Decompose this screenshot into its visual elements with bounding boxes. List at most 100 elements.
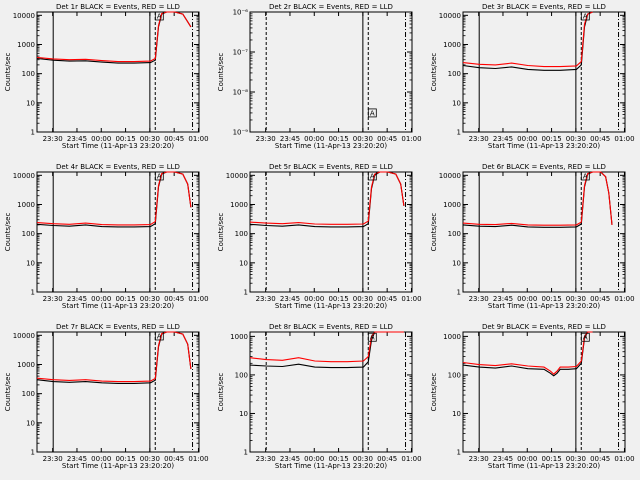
x-tick-label: 00:45: [164, 295, 184, 303]
event-marker-box: [154, 331, 164, 341]
plot-frame: [462, 11, 626, 133]
x-tick-label: 23:45: [493, 455, 513, 463]
detector-panel-7: Det 7r BLACK = Events, RED = LLD 23:30 23:…: [4, 323, 209, 470]
panel-title: Det 3r BLACK = Events, RED = LLD: [482, 3, 606, 11]
x-tick-label: 00:15: [115, 295, 135, 303]
event-marker-label: A: [583, 172, 588, 180]
event-marker-label: A: [583, 334, 588, 342]
y-tick-label: 100: [448, 70, 461, 78]
x-tick-label: 00:45: [590, 295, 610, 303]
x-tick-label: 00:00: [517, 295, 537, 303]
y-axis-label: Counts/sec: [217, 213, 225, 252]
y-tick-label: 10: [239, 410, 248, 418]
x-axis-label: Start Time (11-Apr-13 23:20:20): [275, 462, 387, 470]
x-axis-label: Start Time (11-Apr-13 23:20:20): [488, 142, 600, 150]
event-marker-label: A: [370, 334, 375, 342]
x-tick-label: 01:00: [614, 295, 634, 303]
y-tick-label: 10000: [13, 12, 35, 20]
x-tick-label: 01:00: [614, 455, 634, 463]
y-tick-label: 1000: [17, 361, 35, 369]
panel-title: Det 1r BLACK = Events, RED = LLD: [56, 3, 180, 11]
x-tick-label: 23:30: [256, 295, 276, 303]
y-tick-label: 100: [22, 230, 35, 238]
plot-frame: [462, 331, 626, 453]
y-tick-label: 1: [244, 449, 248, 457]
plot-frame: [249, 11, 413, 133]
x-axis-label: Start Time (11-Apr-13 23:20:20): [62, 462, 174, 470]
x-tick-label: 00:15: [115, 135, 135, 143]
event-marker-box: [580, 171, 590, 181]
y-tick-label: 1000: [443, 333, 461, 341]
y-tick-label: 1000: [230, 201, 248, 209]
event-marker-label: A: [157, 12, 162, 20]
panel-title: Det 9r BLACK = Events, RED = LLD: [482, 323, 606, 331]
y-tick-label: 10: [452, 259, 461, 267]
y-tick-label: 10⁻⁹: [233, 129, 249, 137]
x-tick-label: 00:15: [328, 295, 348, 303]
x-tick-label: 23:30: [43, 135, 63, 143]
plot-frame: [249, 331, 413, 453]
x-tick-label: 00:30: [140, 135, 160, 143]
y-axis-label: Counts/sec: [4, 213, 12, 252]
y-axis-label: Counts/sec: [4, 53, 12, 92]
x-tick-label: 00:30: [566, 455, 586, 463]
y-tick-label: 1: [244, 289, 248, 297]
y-tick-label: 10: [239, 259, 248, 267]
event-marker-box: [367, 332, 377, 342]
x-axis-label: Start Time (11-Apr-13 23:20:20): [275, 142, 387, 150]
x-tick-label: 00:30: [566, 295, 586, 303]
y-tick-label: 10: [452, 410, 461, 418]
lld-series-line: [462, 331, 593, 375]
x-tick-label: 00:15: [328, 455, 348, 463]
events-series-line: [462, 11, 593, 71]
y-tick-label: 10000: [439, 172, 461, 180]
detector-panel-8: Det 8r BLACK = Events, RED = LLD 23:30 23:…: [217, 323, 422, 470]
event-marker-label: A: [583, 12, 588, 20]
y-tick-label: 1: [31, 129, 35, 137]
x-tick-label: 23:30: [43, 455, 63, 463]
lld-series-line: [36, 331, 192, 383]
detector-panel-9: Det 9r BLACK = Events, RED = LLD 23:30 23:…: [430, 323, 635, 470]
x-tick-label: 00:30: [566, 135, 586, 143]
x-tick-label: 00:00: [91, 295, 111, 303]
x-tick-label: 00:00: [304, 455, 324, 463]
lld-series-line: [249, 331, 404, 363]
x-tick-label: 23:45: [67, 455, 87, 463]
x-tick-label: 01:00: [188, 295, 208, 303]
y-tick-label: 10⁻⁶: [233, 9, 249, 17]
y-tick-label: 1: [457, 129, 461, 137]
y-tick-label: 1000: [17, 201, 35, 209]
x-tick-label: 23:45: [280, 295, 300, 303]
y-tick-label: 1: [31, 449, 35, 457]
x-tick-label: 00:45: [377, 135, 397, 143]
x-axis-label: Start Time (11-Apr-13 23:20:20): [275, 302, 387, 310]
plot-frame: [36, 171, 200, 293]
x-tick-label: 01:00: [188, 135, 208, 143]
x-tick-label: 01:00: [614, 135, 634, 143]
y-tick-label: 100: [448, 230, 461, 238]
x-tick-label: 00:15: [541, 295, 561, 303]
event-marker-box: [580, 332, 590, 342]
panel-title: Det 2r BLACK = Events, RED = LLD: [269, 3, 393, 11]
event-marker-box: [154, 11, 164, 21]
y-tick-label: 10⁻⁷: [233, 49, 249, 57]
lld-series-line: [249, 171, 405, 225]
y-tick-label: 100: [235, 230, 248, 238]
x-tick-label: 01:00: [188, 455, 208, 463]
x-tick-label: 23:30: [256, 135, 276, 143]
detector-panel-5: Det 5r BLACK = Events, RED = LLD 23:30 23:…: [217, 163, 422, 310]
panel-title: Det 4r BLACK = Events, RED = LLD: [56, 163, 180, 171]
y-tick-label: 100: [235, 371, 248, 379]
y-tick-label: 10000: [13, 172, 35, 180]
x-axis-label: Start Time (11-Apr-13 23:20:20): [488, 302, 600, 310]
x-tick-label: 00:15: [541, 455, 561, 463]
x-tick-label: 00:15: [541, 135, 561, 143]
event-marker-box: [580, 11, 590, 21]
plot-frame: [462, 171, 626, 293]
panel-title: Det 5r BLACK = Events, RED = LLD: [269, 163, 393, 171]
panel-title: Det 7r BLACK = Events, RED = LLD: [56, 323, 180, 331]
x-tick-label: 23:45: [280, 455, 300, 463]
y-tick-label: 1000: [443, 201, 461, 209]
detector-panel-4: Det 4r BLACK = Events, RED = LLD 23:30 23:…: [4, 163, 209, 310]
event-marker-label: A: [370, 109, 375, 117]
